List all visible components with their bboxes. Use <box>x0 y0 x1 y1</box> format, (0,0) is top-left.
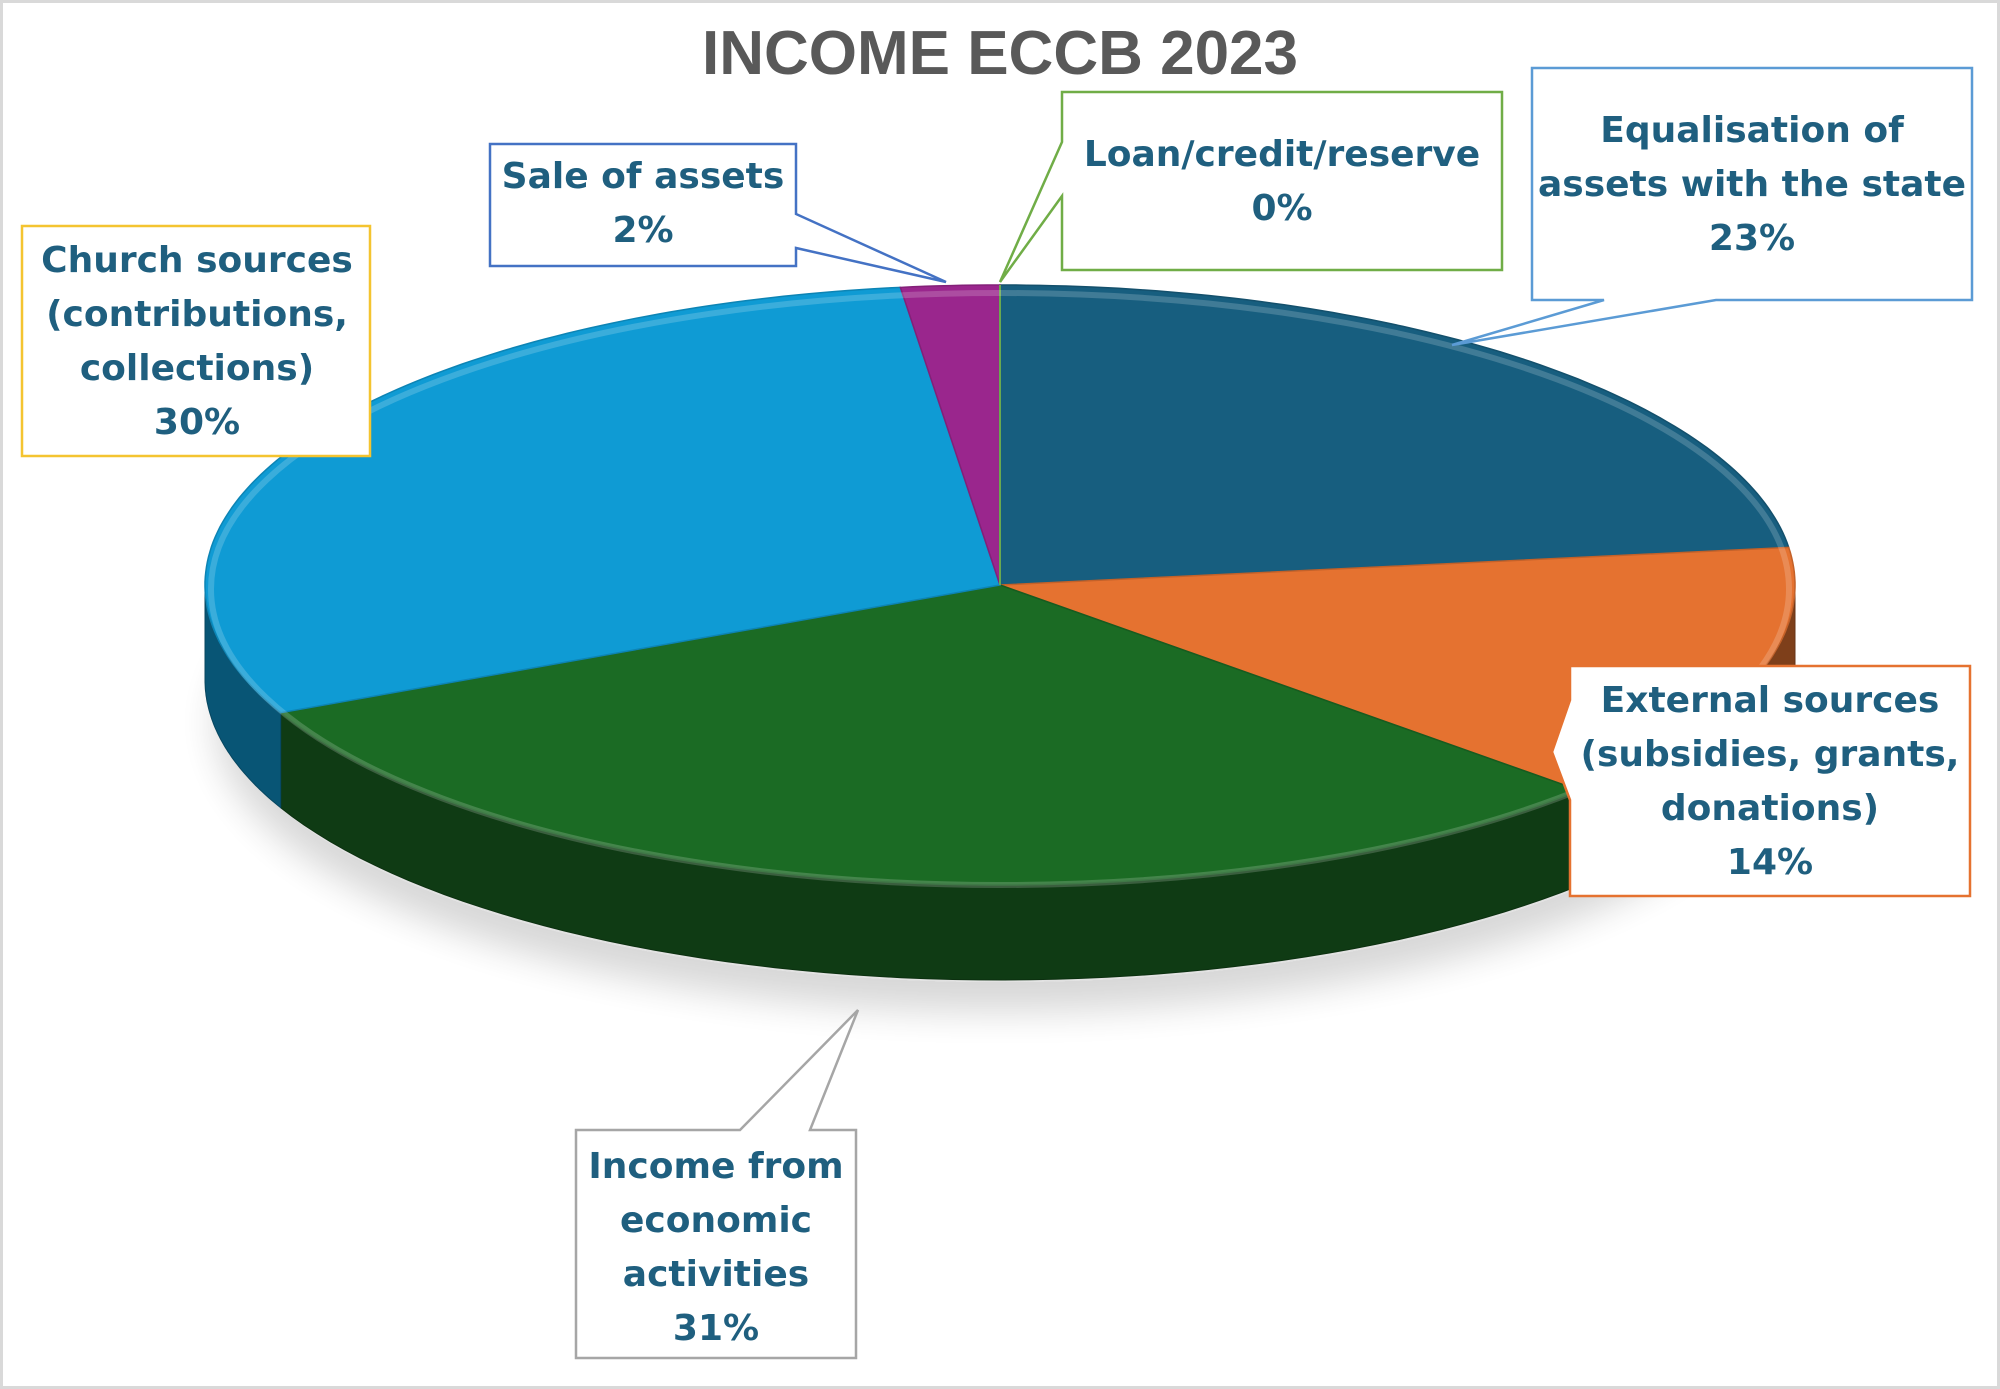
label-sale-line-1: Sale of assets <box>501 156 785 197</box>
label-income-line-3: activities <box>622 1254 810 1295</box>
label-external-line-2: (subsidies, grants, <box>1580 734 1960 775</box>
callout-frame-equalisation <box>1451 66 1974 347</box>
label-income: Income from economic activities 31% <box>576 1140 856 1360</box>
label-loan: Loan/credit/reserve 0% <box>1062 128 1502 238</box>
callout-frame-sale <box>488 142 947 284</box>
pie-rim-highlight <box>208 290 1792 888</box>
label-loan-pct: 0% <box>1251 188 1313 229</box>
label-church-line-3: collections) <box>79 348 315 389</box>
label-sale: Sale of assets 2% <box>490 150 796 260</box>
label-loan-line-1: Loan/credit/reserve <box>1083 134 1481 175</box>
label-external-line-1: External sources <box>1600 680 1940 721</box>
label-income-pct: 31% <box>672 1308 760 1349</box>
label-equalisation-line-2: assets with the state <box>1537 164 1967 205</box>
label-sale-pct: 2% <box>612 210 674 251</box>
pie-slices <box>204 284 1796 886</box>
callout-frames <box>20 66 1974 1360</box>
label-church-pct: 30% <box>153 402 241 443</box>
label-income-line-1: Income from <box>588 1146 844 1187</box>
callout-frame-external <box>1550 664 1972 898</box>
pie-slice-sale <box>899 284 1001 586</box>
callout-frame-church <box>20 224 372 458</box>
label-equalisation-line-1: Equalisation of <box>1600 110 1904 151</box>
label-income-line-2: economic <box>619 1200 813 1241</box>
label-church-line-1: Church sources <box>41 240 353 281</box>
label-external-line-3: donations) <box>1660 788 1880 829</box>
pie-slice-equalisation <box>999 284 1790 586</box>
label-church: Church sources (contributions, collectio… <box>24 234 370 454</box>
label-church-line-2: (contributions, <box>46 294 348 335</box>
label-equalisation-pct: 23% <box>1708 218 1796 259</box>
chart-title: INCOME ECCB 2023 <box>701 19 1299 88</box>
label-external: External sources (subsidies, grants, don… <box>1570 674 1970 894</box>
callout-frame-income <box>574 1009 860 1360</box>
callout-frame-loan <box>998 90 1504 283</box>
label-equalisation: Equalisation of assets with the state 23… <box>1532 104 1972 304</box>
pie-slice-income <box>278 584 1582 886</box>
label-external-pct: 14% <box>1726 842 1814 883</box>
